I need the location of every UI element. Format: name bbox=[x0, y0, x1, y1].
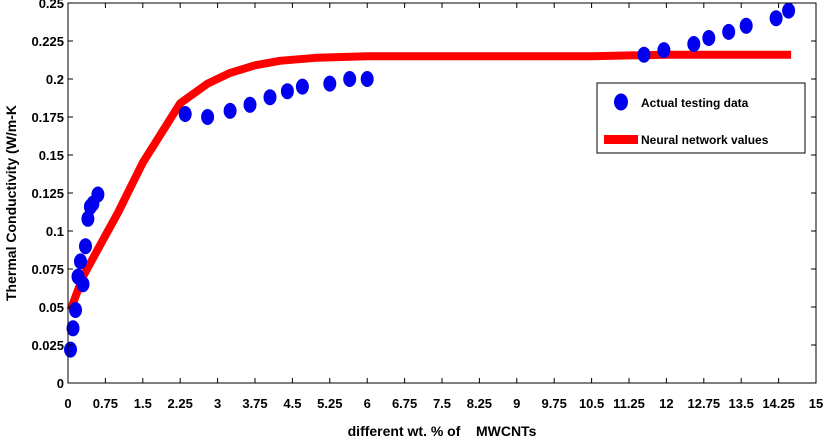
data-point bbox=[223, 102, 237, 119]
data-point bbox=[702, 30, 716, 46]
data-point bbox=[280, 83, 294, 100]
data-point bbox=[69, 302, 82, 318]
x-axis: 0 0.75 1.5 2.25 3 3.75 4.5 5.25 6 6.75 7.5 8.25 9 9.7… bbox=[64, 3, 823, 411]
y-tick-label: 0.075 bbox=[31, 262, 64, 277]
data-point bbox=[782, 2, 796, 19]
x-tick-label: 3.75 bbox=[242, 396, 267, 411]
x-tick-label: 1.5 bbox=[134, 396, 152, 411]
x-tick-label: 3 bbox=[214, 396, 221, 411]
data-point bbox=[343, 71, 357, 87]
data-point bbox=[323, 75, 337, 92]
data-point bbox=[81, 210, 95, 227]
data-point bbox=[739, 17, 753, 34]
y-axis: 0 0.025 0.05 0.075 0.1 0.125 0.15 0.175 0.2 0.225… bbox=[31, 0, 816, 391]
data-point bbox=[66, 320, 80, 337]
y-tick-label: 0 bbox=[57, 376, 64, 391]
x-tick-label: 12.75 bbox=[688, 396, 721, 411]
x-tick-label: 12 bbox=[659, 396, 673, 411]
legend-marker-network bbox=[604, 135, 638, 144]
series-line-neural-network bbox=[66, 50, 792, 312]
x-axis-title: different wt. % of MWCNTs bbox=[348, 423, 537, 439]
x-tick-label: 6 bbox=[364, 396, 371, 411]
data-point bbox=[64, 341, 77, 358]
data-point bbox=[637, 46, 651, 63]
data-point bbox=[76, 276, 90, 293]
data-point bbox=[243, 96, 257, 113]
legend: Actual testing data Neural network value… bbox=[596, 82, 806, 154]
legend-label-network: Neural network values bbox=[641, 133, 769, 147]
y-tick-label: 0.025 bbox=[31, 338, 64, 353]
x-tick-label: 5.25 bbox=[317, 396, 342, 411]
data-point bbox=[201, 109, 215, 125]
y-tick-label: 0.125 bbox=[31, 186, 64, 201]
y-tick-label: 0.1 bbox=[46, 224, 64, 239]
x-tick-label: 8.25 bbox=[467, 396, 492, 411]
x-tick-label: 11.25 bbox=[613, 396, 645, 411]
y-tick-label: 0.2 bbox=[46, 72, 64, 87]
data-point bbox=[657, 42, 671, 59]
y-tick-label: 0.175 bbox=[31, 110, 64, 125]
plot-area bbox=[68, 3, 816, 383]
x-tick-label: 4.5 bbox=[283, 396, 301, 411]
data-point bbox=[295, 78, 309, 95]
series-points-layer bbox=[64, 2, 796, 358]
x-tick-label: 0 bbox=[64, 396, 71, 411]
data-point bbox=[360, 71, 374, 87]
x-tick-label: 9.75 bbox=[542, 396, 567, 411]
y-tick-label: 0.25 bbox=[39, 0, 64, 11]
legend-label-actual: Actual testing data bbox=[641, 96, 749, 110]
x-tick-label: 14.25 bbox=[762, 396, 795, 411]
y-tick-label: 0.225 bbox=[31, 34, 64, 49]
x-tick-label: 6.75 bbox=[392, 396, 417, 411]
y-tick-label: 0.05 bbox=[39, 300, 64, 315]
data-point bbox=[74, 253, 87, 270]
x-tick-label: 0.75 bbox=[93, 396, 118, 411]
data-point bbox=[178, 106, 192, 122]
y-tick-label: 0.15 bbox=[39, 148, 64, 163]
data-point bbox=[722, 23, 736, 40]
data-point bbox=[769, 10, 783, 27]
x-tick-label: 15 bbox=[809, 396, 823, 411]
x-tick-label: 7.5 bbox=[433, 396, 451, 411]
x-tick-label: 10.5 bbox=[579, 396, 604, 411]
data-point bbox=[263, 89, 277, 106]
data-point bbox=[91, 186, 105, 203]
x-tick-label: 9 bbox=[513, 396, 520, 411]
legend-marker-actual bbox=[614, 93, 628, 111]
data-point bbox=[79, 238, 92, 255]
series-line-layer bbox=[66, 50, 792, 312]
data-point bbox=[687, 36, 701, 52]
y-axis-title: Thermal Conductivity (W/m-K bbox=[3, 105, 19, 301]
x-tick-label: 13.5 bbox=[729, 396, 754, 411]
x-tick-label: 2.25 bbox=[168, 396, 193, 411]
